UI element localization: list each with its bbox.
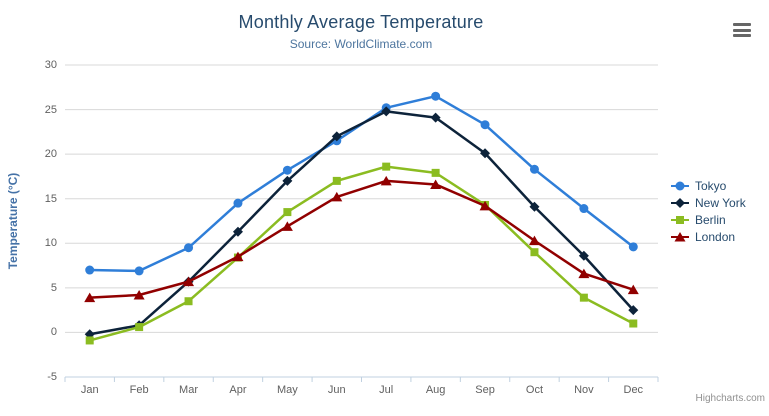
- y-axis-label: 25: [44, 103, 57, 116]
- legend-symbol: [676, 215, 684, 224]
- legend-item-london[interactable]: London: [671, 228, 746, 245]
- series-marker-london[interactable]: [84, 292, 96, 303]
- series-marker-london[interactable]: [133, 289, 145, 300]
- series-marker-berlin[interactable]: [431, 168, 440, 177]
- legend-symbol: [675, 181, 685, 190]
- legend-marker-square-icon: [671, 215, 689, 224]
- y-axis-title: Temperature (°C): [6, 172, 20, 270]
- x-axis-label: Feb: [129, 384, 149, 396]
- series-marker-london[interactable]: [281, 221, 293, 231]
- series-marker-berlin[interactable]: [530, 248, 539, 257]
- series-marker-new-york[interactable]: [578, 250, 589, 261]
- x-axis-label: Mar: [179, 384, 199, 396]
- series-marker-tokyo[interactable]: [579, 204, 589, 214]
- x-axis-label: Jun: [327, 384, 346, 396]
- y-axis-label: 20: [44, 148, 57, 161]
- legend-symbol: [675, 197, 685, 208]
- series-marker-tokyo[interactable]: [628, 242, 638, 252]
- hamburger-menu-icon: [733, 28, 751, 32]
- series-marker-berlin[interactable]: [629, 319, 638, 328]
- series-marker-new-york[interactable]: [232, 226, 243, 237]
- x-axis-label: Oct: [525, 384, 544, 396]
- chart-title: Monthly Average Temperature: [238, 12, 484, 32]
- legend-marker-diamond-icon: [671, 197, 689, 208]
- series-marker-tokyo[interactable]: [529, 164, 539, 174]
- series-marker-london[interactable]: [331, 191, 343, 202]
- series-marker-new-york[interactable]: [529, 201, 540, 212]
- series-marker-london[interactable]: [627, 284, 639, 295]
- series-marker-new-york[interactable]: [282, 175, 293, 186]
- series-line-tokyo: [88, 94, 635, 273]
- legend-item-berlin[interactable]: Berlin: [671, 211, 746, 228]
- y-axis-label: 0: [50, 326, 57, 339]
- chart-subtitle: Source: WorldClimate.com: [289, 37, 433, 51]
- series-marker-berlin[interactable]: [579, 293, 588, 302]
- series-marker-berlin[interactable]: [332, 176, 341, 185]
- legend-item-tokyo[interactable]: Tokyo: [671, 177, 746, 194]
- export-menu-button[interactable]: [731, 21, 753, 39]
- series-line-new-york: [88, 110, 635, 336]
- series-marker-london[interactable]: [232, 251, 244, 262]
- x-axis-label: Aug: [425, 384, 446, 396]
- x-axis-label: Jan: [80, 384, 99, 396]
- series-marker-london[interactable]: [380, 175, 392, 186]
- series-marker-tokyo[interactable]: [85, 265, 95, 275]
- series-marker-london[interactable]: [528, 235, 540, 246]
- y-axis-label: 30: [44, 59, 57, 71]
- legend-symbol: [674, 231, 686, 241]
- series-line-berlin: [88, 165, 635, 342]
- x-axis-label: Nov: [574, 384, 594, 396]
- y-axis-label: 15: [44, 192, 57, 205]
- x-axis-label: Apr: [229, 384, 247, 396]
- legend-marker-circle-icon: [671, 181, 689, 190]
- x-axis-label: Jul: [379, 384, 394, 396]
- legend-label: Berlin: [695, 212, 726, 227]
- y-axis-label: 10: [44, 237, 57, 250]
- series-marker-tokyo[interactable]: [282, 165, 292, 175]
- hamburger-menu-icon: [733, 23, 751, 26]
- y-axis-label: 5: [50, 281, 57, 294]
- series-marker-berlin[interactable]: [135, 323, 144, 332]
- hamburger-menu-icon: [733, 34, 751, 37]
- series-marker-tokyo[interactable]: [233, 198, 243, 208]
- legend-item-new-york[interactable]: New York: [671, 194, 746, 211]
- series-marker-tokyo[interactable]: [184, 243, 194, 253]
- series-marker-tokyo[interactable]: [480, 120, 490, 130]
- series-marker-london[interactable]: [183, 276, 195, 287]
- series-marker-tokyo[interactable]: [134, 266, 144, 276]
- legend-label: Tokyo: [695, 178, 727, 193]
- series-marker-london[interactable]: [578, 268, 590, 279]
- x-axis-label: Sep: [475, 384, 495, 396]
- series-marker-london[interactable]: [479, 200, 491, 211]
- legend: Tokyo New York Berlin London: [671, 177, 746, 245]
- series-marker-london[interactable]: [430, 179, 442, 189]
- series-marker-new-york[interactable]: [381, 106, 392, 117]
- series-marker-new-york[interactable]: [331, 131, 342, 142]
- highcharts-credit-link[interactable]: Highcharts.com: [695, 393, 765, 404]
- series-marker-tokyo[interactable]: [431, 91, 441, 101]
- legend-label: London: [695, 229, 736, 244]
- series-marker-berlin[interactable]: [184, 297, 193, 306]
- series-marker-berlin[interactable]: [85, 336, 94, 345]
- legend-label: New York: [695, 195, 746, 210]
- y-axis-label: -5: [47, 371, 57, 383]
- x-axis-label: May: [276, 384, 298, 396]
- series-marker-new-york[interactable]: [628, 305, 639, 316]
- series-marker-new-york[interactable]: [430, 112, 441, 123]
- series-marker-berlin[interactable]: [283, 208, 292, 217]
- legend-marker-triangle-icon: [671, 231, 689, 241]
- series-marker-berlin[interactable]: [382, 162, 391, 171]
- x-axis-label: Dec: [623, 384, 644, 396]
- series-marker-new-york[interactable]: [480, 148, 491, 159]
- series-line-london: [88, 179, 635, 299]
